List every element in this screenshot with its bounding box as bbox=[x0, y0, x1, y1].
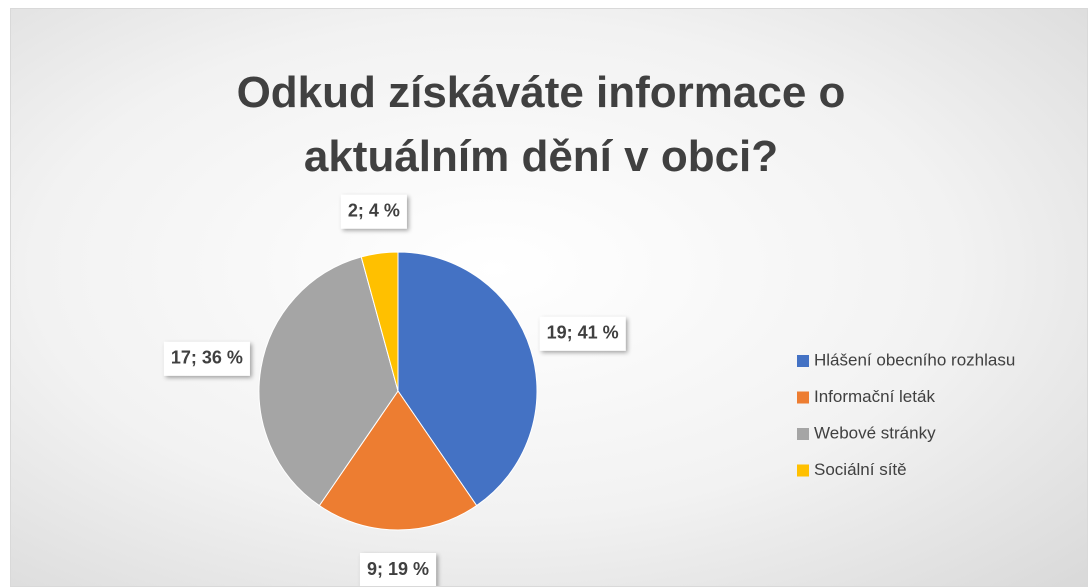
data-label-box bbox=[359, 553, 437, 586]
legend-swatch bbox=[797, 355, 809, 367]
data-label-box bbox=[340, 194, 407, 229]
data-label-text: 2; 4 % bbox=[348, 200, 400, 220]
pie-slice bbox=[360, 251, 399, 392]
data-label-box bbox=[539, 316, 626, 351]
data-label-text: 17; 36 % bbox=[171, 348, 243, 368]
chart: 19; 41 % 9; 19 % 17; 36 % 2; 4 % Hlášení obe… bbox=[163, 194, 1015, 586]
legend-swatch bbox=[797, 464, 809, 477]
pie-slice bbox=[318, 390, 478, 531]
legend-label: Sociální sítě bbox=[814, 460, 907, 479]
legend-swatch bbox=[797, 391, 809, 404]
legend-label: Hlášení obecního rozhlasu bbox=[814, 350, 1015, 369]
data-label-box bbox=[163, 341, 250, 376]
chart-area: Odkud získáváte informace o aktuálním dě… bbox=[10, 8, 1088, 587]
data-label: 19; 41 % bbox=[539, 316, 626, 351]
pie-slice bbox=[397, 251, 538, 507]
legend-swatch bbox=[797, 428, 809, 440]
legend-label: Informační leták bbox=[814, 387, 935, 406]
pie-slice bbox=[258, 256, 399, 507]
data-label: 2; 4 % bbox=[340, 194, 407, 229]
legend: Hlášení obecního rozhlasu Informační letá… bbox=[797, 350, 1015, 479]
data-label: 9; 19 % bbox=[359, 553, 437, 586]
data-label-text: 19; 41 % bbox=[547, 322, 619, 342]
chart-title: Odkud získáváte informace o aktuálním dě… bbox=[236, 68, 846, 181]
data-label-text: 9; 19 % bbox=[367, 559, 429, 579]
data-label: 17; 36 % bbox=[163, 341, 250, 376]
legend-label: Webové stránky bbox=[814, 423, 936, 442]
